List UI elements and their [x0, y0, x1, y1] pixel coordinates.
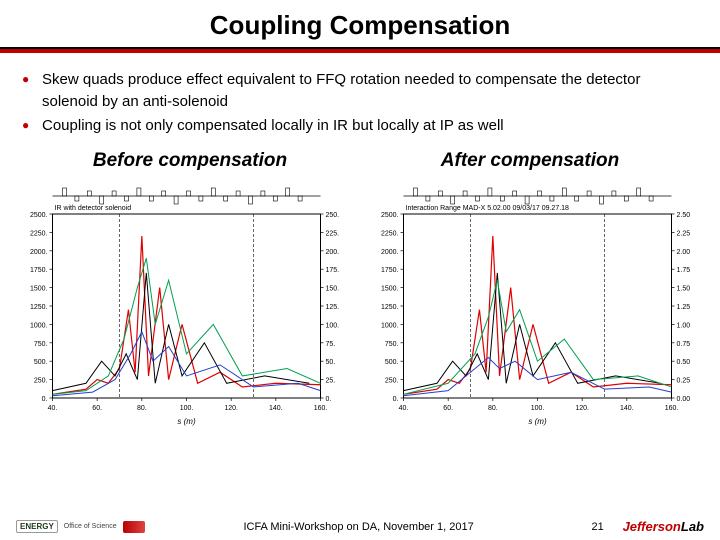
svg-text:120.: 120. [224, 405, 238, 412]
footer-center: ICFA Mini-Workshop on DA, November 1, 20… [145, 521, 573, 533]
svg-text:50.: 50. [326, 359, 336, 366]
svg-text:175.: 175. [326, 267, 340, 274]
chart-subtitles: Before compensation After compensation [0, 144, 720, 172]
svg-text:1.75: 1.75 [677, 267, 691, 274]
svg-text:125.: 125. [326, 304, 340, 311]
svg-text:s (m): s (m) [177, 417, 196, 426]
svg-text:500.: 500. [34, 359, 48, 366]
svg-text:0.: 0. [42, 396, 48, 403]
svg-text:Interaction Range MAD-X 5.02.0: Interaction Range MAD-X 5.02.00 09/03/17… [406, 205, 570, 212]
svg-text:1750.: 1750. [381, 267, 399, 274]
svg-text:60.: 60. [443, 405, 453, 412]
slide-title: Coupling Compensation [0, 0, 720, 47]
svg-text:2250.: 2250. [381, 231, 399, 238]
svg-text:60.: 60. [92, 405, 102, 412]
svg-text:2.25: 2.25 [677, 231, 691, 238]
charts-row: IR with detector solenoidbeta11beta22bet… [0, 172, 720, 426]
svg-text:0.: 0. [326, 396, 332, 403]
footer: ENERGY Office of Science ICFA Mini-Works… [0, 519, 720, 534]
svg-text:140.: 140. [269, 405, 283, 412]
office-of-science: Office of Science [64, 523, 117, 530]
svg-text:2000.: 2000. [30, 249, 48, 256]
svg-text:1250.: 1250. [381, 304, 399, 311]
svg-text:2.00: 2.00 [677, 249, 691, 256]
jsa-logo [123, 521, 145, 533]
svg-text:80.: 80. [137, 405, 147, 412]
svg-text:1.50: 1.50 [677, 286, 691, 293]
svg-text:750.: 750. [385, 341, 399, 348]
page-number: 21 [573, 521, 623, 533]
svg-text:2000.: 2000. [381, 249, 399, 256]
svg-text:s (m): s (m) [528, 417, 547, 426]
svg-text:IR with detector solenoid: IR with detector solenoid [55, 205, 132, 212]
svg-text:1500.: 1500. [381, 286, 399, 293]
svg-text:100.: 100. [326, 323, 340, 330]
svg-text:0.25: 0.25 [677, 378, 691, 385]
svg-text:80.: 80. [488, 405, 498, 412]
svg-text:0.00: 0.00 [677, 396, 691, 403]
chart-before: IR with detector solenoidbeta11beta22bet… [14, 176, 355, 426]
jlab-logo-b: Lab [681, 519, 704, 534]
subtitle-left: Before compensation [20, 150, 360, 172]
svg-text:0.75: 0.75 [677, 341, 691, 348]
svg-text:0.50: 0.50 [677, 359, 691, 366]
jlab-logo-a: Jefferson [623, 519, 681, 534]
svg-text:250.: 250. [34, 378, 48, 385]
svg-text:2250.: 2250. [30, 231, 48, 238]
svg-text:1750.: 1750. [30, 267, 48, 274]
svg-text:140.: 140. [620, 405, 634, 412]
svg-text:40.: 40. [48, 405, 58, 412]
bullet-item: Skew quads produce effect equivalent to … [42, 69, 690, 113]
jlab-logo: JeffersonLab [623, 519, 704, 534]
footer-logos: ENERGY Office of Science [16, 520, 145, 533]
svg-text:0.: 0. [393, 396, 399, 403]
svg-text:750.: 750. [34, 341, 48, 348]
svg-text:100.: 100. [180, 405, 194, 412]
bullet-list: Skew quads produce effect equivalent to … [0, 53, 720, 144]
svg-text:75.: 75. [326, 341, 336, 348]
svg-text:1000.: 1000. [381, 323, 399, 330]
doe-logo: ENERGY [16, 520, 58, 533]
svg-text:160.: 160. [314, 405, 328, 412]
svg-text:40.: 40. [399, 405, 409, 412]
chart-before-svg: IR with detector solenoidbeta11beta22bet… [14, 176, 355, 426]
subtitle-right: After compensation [360, 150, 700, 172]
svg-text:225.: 225. [326, 231, 340, 238]
svg-text:250.: 250. [326, 212, 340, 219]
svg-text:200.: 200. [326, 249, 340, 256]
svg-text:25.: 25. [326, 378, 336, 385]
svg-text:160.: 160. [665, 405, 679, 412]
chart-after-svg: Interaction Range MAD-X 5.02.00 09/03/17… [365, 176, 706, 426]
svg-text:1000.: 1000. [30, 323, 48, 330]
chart-after: Interaction Range MAD-X 5.02.00 09/03/17… [365, 176, 706, 426]
svg-text:2.50: 2.50 [677, 212, 691, 219]
svg-text:1250.: 1250. [30, 304, 48, 311]
svg-text:1.00: 1.00 [677, 323, 691, 330]
svg-text:1500.: 1500. [30, 286, 48, 293]
svg-text:2500.: 2500. [30, 212, 48, 219]
bullet-item: Coupling is not only compensated locally… [42, 115, 690, 137]
svg-text:2500.: 2500. [381, 212, 399, 219]
svg-text:250.: 250. [385, 378, 399, 385]
svg-text:150.: 150. [326, 286, 340, 293]
svg-text:120.: 120. [575, 405, 589, 412]
svg-text:100.: 100. [531, 405, 545, 412]
svg-text:500.: 500. [385, 359, 399, 366]
svg-text:1.25: 1.25 [677, 304, 691, 311]
